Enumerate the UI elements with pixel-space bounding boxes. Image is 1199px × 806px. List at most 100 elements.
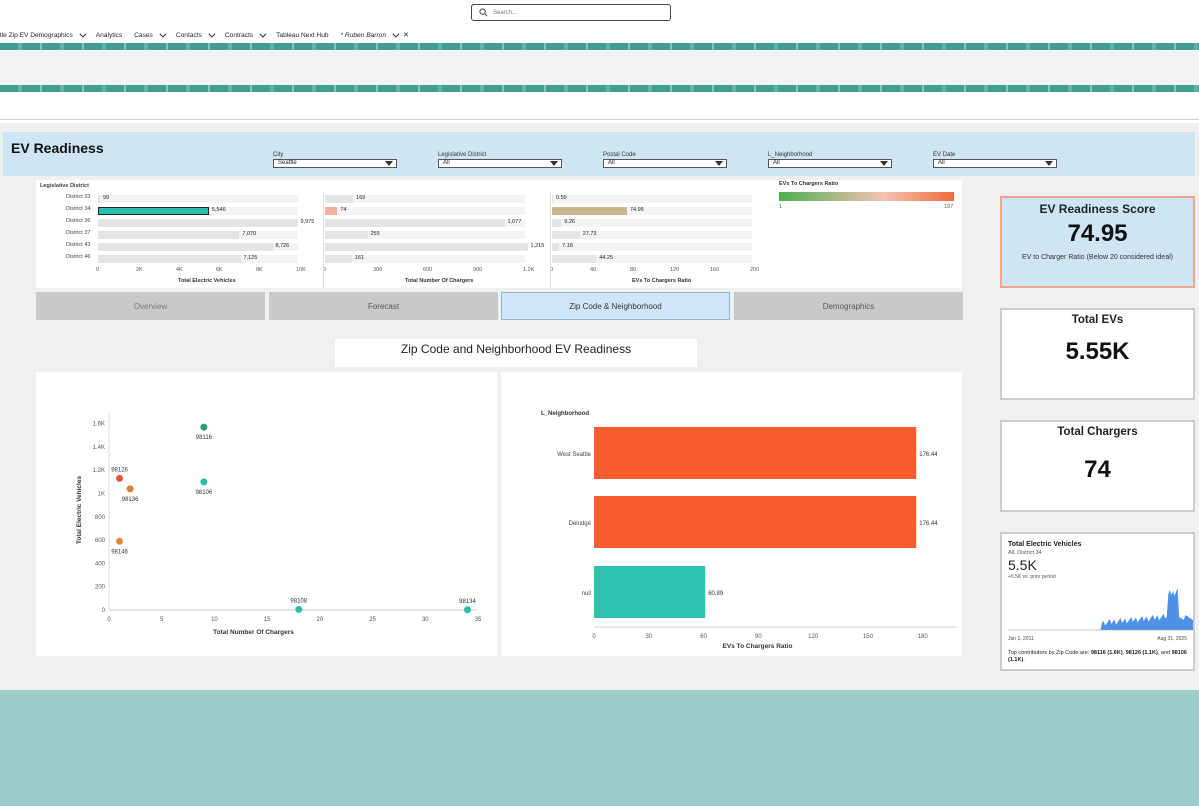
nav-tab[interactable]: Analytics <box>96 32 122 39</box>
bar-value-label: 74 <box>340 207 347 213</box>
axis-tick: 160 <box>710 267 720 273</box>
tab-forecast[interactable]: Forecast <box>269 292 498 320</box>
bar[interactable] <box>98 243 273 251</box>
bar[interactable] <box>552 255 597 263</box>
divider <box>0 119 1199 120</box>
global-search[interactable]: Search... <box>471 4 671 21</box>
axis-tick: 2K <box>136 267 143 273</box>
tab-zip-neighborhood[interactable]: Zip Code & Neighborhood <box>501 292 730 320</box>
neighborhood-bar[interactable] <box>594 496 917 548</box>
bar[interactable] <box>98 219 298 227</box>
nav-tab[interactable]: ttle Zip EV Demographics <box>0 30 87 39</box>
filter-value: All <box>608 160 615 166</box>
filter-ev-date[interactable]: EV Date All <box>933 152 1057 168</box>
scatter-point[interactable] <box>200 478 208 486</box>
panel-divider <box>323 192 324 288</box>
district-label: District 36 <box>66 218 91 224</box>
x-tick-label: 0 <box>592 634 596 640</box>
dashboard-title: EV Readiness <box>11 140 104 156</box>
bar[interactable] <box>98 207 209 215</box>
x-tick-label: 10 <box>211 617 218 623</box>
filter-neighborhood[interactable]: L_Neighborhood All <box>768 152 892 168</box>
tab-overview[interactable]: Overview <box>36 292 265 320</box>
bar-value-label: 255 <box>370 231 380 237</box>
bar-value-label: 7,070 <box>242 231 257 237</box>
row-header: Legislative District <box>40 183 89 189</box>
chevron-down-icon[interactable] <box>259 30 267 38</box>
filter-select[interactable]: All <box>603 159 727 168</box>
axis-title: EVs To Chargers Ratio <box>632 278 692 284</box>
bar[interactable] <box>552 231 580 239</box>
y-tick-label: 0 <box>102 608 106 614</box>
nav-tab[interactable]: Tableau Next Hub <box>276 32 328 39</box>
tab-demographics[interactable]: Demographics <box>734 292 963 320</box>
bar-value-label: 169 <box>356 195 366 201</box>
bar-value-label: 9,975 <box>300 219 315 225</box>
bar-value-label: 7.18 <box>562 243 573 249</box>
bar[interactable] <box>552 207 627 215</box>
scatter-chart: 0 5 10 15 20 25 30 35 0 200 400 600 800 1K 1.2K 1.4K 1.6… <box>76 412 482 636</box>
filter-select[interactable]: All <box>438 159 562 168</box>
chevron-down-icon[interactable] <box>208 30 216 38</box>
nav-tab[interactable]: Contracts <box>225 30 267 39</box>
bar-value-label: 60.89 <box>708 591 724 597</box>
filter-postal-code[interactable]: Postal Code All <box>603 152 727 168</box>
x-tick-label: 30 <box>645 634 652 640</box>
nav-tab[interactable]: * Ruben Barron ✕ <box>341 30 409 39</box>
bar[interactable] <box>325 195 354 203</box>
scatter-panel: 0 5 10 15 20 25 30 35 0 200 400 600 800 1K 1.2K 1.4K 1.6… <box>36 372 497 656</box>
ev-trend-card: Total Electric Vehicles All, District 34… <box>1000 532 1195 671</box>
point-label: 98106 <box>196 490 213 496</box>
bar-track <box>325 255 525 263</box>
bar[interactable] <box>325 207 338 215</box>
search-placeholder: Search... <box>493 9 518 16</box>
chevron-down-icon[interactable] <box>392 30 400 38</box>
bar[interactable] <box>98 231 240 239</box>
scatter-point[interactable] <box>295 605 303 613</box>
filter-select[interactable]: All <box>933 159 1057 168</box>
bar[interactable] <box>552 195 553 203</box>
scatter-point[interactable] <box>116 474 124 482</box>
x-tick-label: 35 <box>475 617 482 623</box>
category-label: West Seattle <box>557 452 592 458</box>
neighborhood-bar[interactable] <box>594 566 706 618</box>
bar-value-label: 176.44 <box>919 452 938 458</box>
bar[interactable] <box>325 243 528 251</box>
chevron-down-icon[interactable] <box>79 30 87 38</box>
x-tick-label: 60 <box>700 634 707 640</box>
filter-city[interactable]: City Seattle <box>273 152 397 168</box>
nav-tab[interactable]: Contacts <box>176 30 216 39</box>
dropdown-arrow-icon <box>880 161 888 166</box>
scatter-point[interactable] <box>463 606 471 614</box>
bar[interactable] <box>98 255 241 263</box>
chevron-down-icon[interactable] <box>159 30 167 38</box>
x-tick-label: 90 <box>755 634 762 640</box>
axis-tick: 4K <box>176 267 183 273</box>
bar[interactable] <box>98 195 100 203</box>
filter-select[interactable]: Seattle <box>273 159 397 168</box>
bar-value-label: 74.95 <box>629 207 644 213</box>
close-icon[interactable]: ✕ <box>402 32 409 39</box>
dropdown-arrow-icon <box>385 161 393 166</box>
filter-legislative-district[interactable]: Legislative District All <box>438 152 562 168</box>
bar-track <box>325 231 525 239</box>
footer-text: , <box>1122 650 1126 656</box>
bar[interactable] <box>325 231 368 239</box>
nav-tab[interactable]: Cases <box>134 30 167 39</box>
axis-tick: 80 <box>630 267 637 273</box>
footer-text: , and <box>1157 650 1172 656</box>
trend-end-date: Aug 31, 2025 <box>1157 636 1187 642</box>
bar-track <box>552 255 752 263</box>
scatter-point[interactable] <box>116 537 124 545</box>
bar[interactable] <box>325 219 505 227</box>
neighborhood-bar[interactable] <box>594 427 917 479</box>
kpi-subtitle: EV to Charger Ratio (Below 20 considered… <box>1022 254 1173 261</box>
legend-min: 1 <box>779 204 783 210</box>
bar[interactable] <box>325 255 352 263</box>
kpi-readiness-score: EV Readiness Score 74.95 EV to Charger R… <box>1000 196 1195 288</box>
scatter-point[interactable] <box>126 485 134 493</box>
scatter-point[interactable] <box>200 423 208 431</box>
bar[interactable] <box>552 243 560 251</box>
filter-select[interactable]: All <box>768 159 892 168</box>
bar[interactable] <box>552 219 562 227</box>
